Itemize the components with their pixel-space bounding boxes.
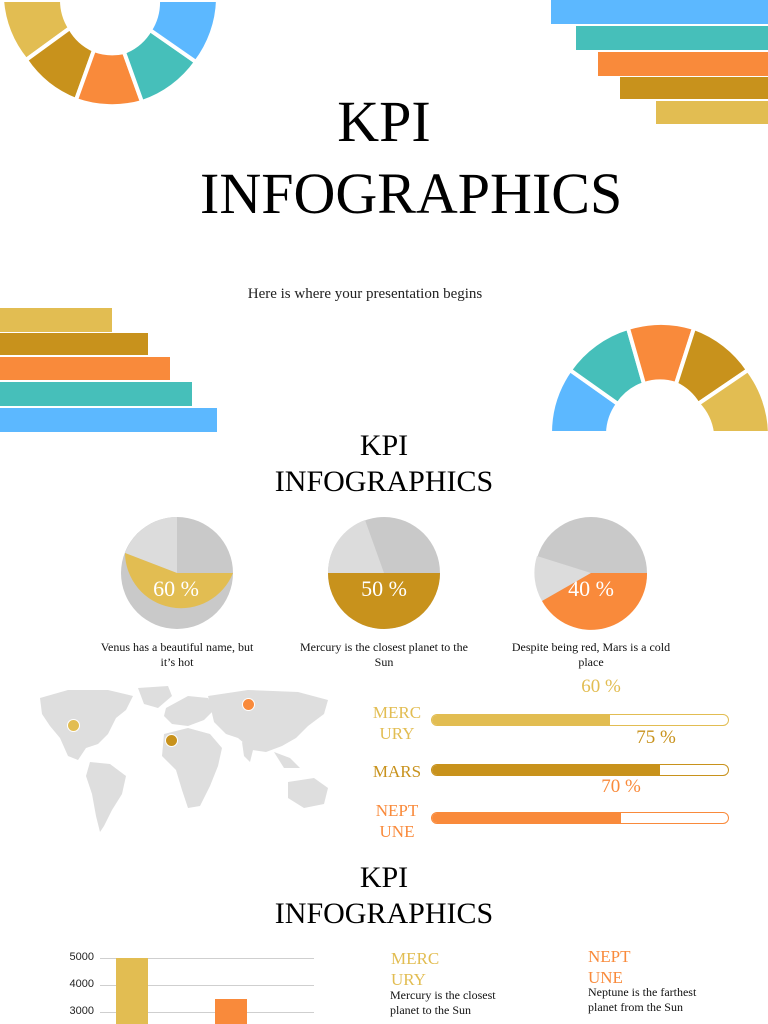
deco-bar (0, 333, 148, 355)
y-tick-label: 5000 (69, 951, 94, 963)
progress-percent-mars: 75 % (636, 727, 676, 748)
progress-track-mercury (431, 714, 729, 726)
y-tick-label: 3000 (69, 1005, 94, 1017)
gridline (100, 1012, 314, 1013)
pie-chart-mars (534, 517, 648, 630)
deco-bar (0, 382, 192, 406)
donut-decoration-top-left (0, 0, 221, 109)
deco-bar (598, 52, 768, 76)
progress-fill-mercury (432, 715, 610, 725)
progress-percent-mercury: 60 % (581, 676, 621, 697)
pie-caption-mercury: Mercury is the closest planet to the Sun (300, 640, 468, 669)
progress-label-neptune: NEPT UNE (375, 801, 419, 841)
deco-bar (620, 77, 768, 99)
pie-chart-venus (121, 517, 233, 629)
gridline (100, 958, 314, 959)
slide3-title: KPI INFOGRAPHICS (274, 861, 494, 930)
pie-caption-venus: Venus has a beautiful name, but it’s hot (100, 640, 254, 669)
deco-bar (576, 26, 768, 50)
y-tick-label: 4000 (69, 978, 94, 990)
cover-subtitle: Here is where your presentation begins (247, 286, 483, 302)
deco-bar (0, 408, 217, 432)
pie-caption-mars: Despite being red, Mars is a cold place (511, 640, 671, 669)
world-map-icon (40, 686, 328, 832)
progress-percent-neptune: 70 % (601, 776, 641, 797)
pie-percent-mercury: 50 % (361, 576, 407, 601)
deco-bar (551, 0, 768, 24)
chart-bar (215, 999, 247, 1024)
planet-name-mercury: MERC URY (391, 949, 440, 989)
donut-decoration-bottom-right (548, 320, 768, 433)
cover-title: KPI INFOGRAPHICS (200, 89, 623, 226)
deco-bar (656, 101, 768, 124)
deco-bar (0, 357, 170, 380)
progress-track-mars (431, 764, 729, 776)
progress-label-mercury: MERC URY (372, 703, 422, 743)
map-marker (67, 719, 80, 732)
planet-name-neptune: NEPT UNE (588, 947, 631, 987)
pie-chart-mercury (327, 517, 440, 629)
progress-fill-mars (432, 765, 660, 775)
slide2-title: KPI INFOGRAPHICS (274, 429, 494, 498)
pie-percent-venus: 60 % (153, 576, 199, 601)
deco-bar (0, 308, 112, 332)
planet-desc-mercury: Mercury is the closest planet to the Sun (390, 988, 496, 1017)
map-marker (242, 698, 255, 711)
progress-track-neptune (431, 812, 729, 824)
progress-fill-neptune (432, 813, 622, 823)
progress-label-mars: MARS (372, 762, 422, 781)
gridline (100, 985, 314, 986)
planet-desc-neptune: Neptune is the farthest planet from the … (588, 985, 697, 1014)
pie-percent-mars: 40 % (568, 576, 614, 601)
chart-bar (116, 958, 148, 1024)
map-marker (165, 734, 178, 747)
